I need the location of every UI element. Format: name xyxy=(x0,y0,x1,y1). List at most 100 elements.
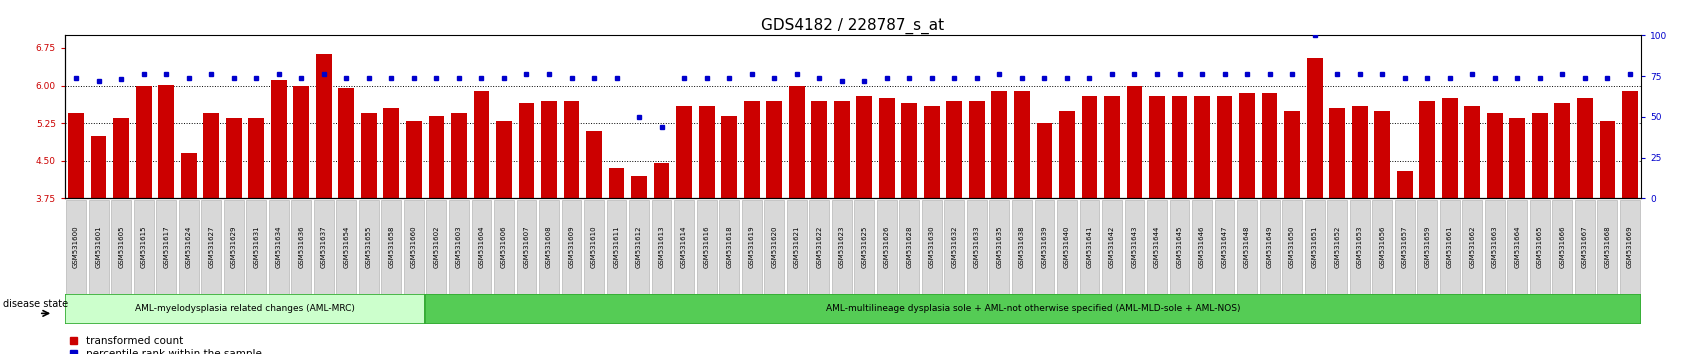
Bar xyxy=(1262,93,1277,198)
Bar xyxy=(878,98,893,198)
Bar xyxy=(1441,98,1456,198)
Bar xyxy=(721,115,737,198)
Bar xyxy=(946,101,962,198)
FancyBboxPatch shape xyxy=(448,200,469,294)
Legend: transformed count, percentile rank within the sample: transformed count, percentile rank withi… xyxy=(70,336,261,354)
Bar xyxy=(384,108,399,198)
FancyBboxPatch shape xyxy=(1507,200,1526,294)
Bar xyxy=(1059,110,1074,198)
FancyBboxPatch shape xyxy=(66,200,85,294)
FancyBboxPatch shape xyxy=(1170,200,1188,294)
FancyBboxPatch shape xyxy=(876,200,897,294)
FancyBboxPatch shape xyxy=(1596,200,1616,294)
Text: GSM531662: GSM531662 xyxy=(1468,226,1475,268)
Text: GSM531608: GSM531608 xyxy=(546,225,552,268)
Text: GSM531632: GSM531632 xyxy=(951,226,957,268)
FancyBboxPatch shape xyxy=(404,200,423,294)
Bar xyxy=(540,101,556,198)
FancyBboxPatch shape xyxy=(1146,200,1166,294)
Text: GSM531635: GSM531635 xyxy=(996,226,1003,268)
Text: GSM531655: GSM531655 xyxy=(365,226,372,268)
Text: GSM531642: GSM531642 xyxy=(1108,226,1115,268)
Text: GSM531646: GSM531646 xyxy=(1199,226,1204,268)
Text: GSM531658: GSM531658 xyxy=(389,226,394,268)
Text: GSM531627: GSM531627 xyxy=(208,226,215,268)
Text: GSM531625: GSM531625 xyxy=(861,226,866,268)
Bar xyxy=(675,105,692,198)
FancyBboxPatch shape xyxy=(1483,200,1504,294)
Text: GSM531631: GSM531631 xyxy=(252,225,259,268)
Text: GSM531615: GSM531615 xyxy=(140,226,147,268)
FancyBboxPatch shape xyxy=(561,200,581,294)
Bar xyxy=(1553,103,1569,198)
Text: GSM531645: GSM531645 xyxy=(1176,226,1182,268)
Text: GSM531626: GSM531626 xyxy=(883,226,890,268)
Text: GSM531609: GSM531609 xyxy=(568,225,575,268)
FancyBboxPatch shape xyxy=(89,200,109,294)
FancyBboxPatch shape xyxy=(292,200,310,294)
Bar xyxy=(428,115,443,198)
Bar xyxy=(450,113,467,198)
FancyBboxPatch shape xyxy=(1395,200,1413,294)
Bar xyxy=(1599,121,1615,198)
Text: GSM531618: GSM531618 xyxy=(726,225,731,268)
Text: GSM531629: GSM531629 xyxy=(230,226,237,268)
FancyBboxPatch shape xyxy=(899,200,919,294)
Text: GSM531603: GSM531603 xyxy=(455,225,462,268)
Text: GSM531666: GSM531666 xyxy=(1558,225,1565,268)
Bar xyxy=(1575,98,1592,198)
FancyBboxPatch shape xyxy=(426,200,447,294)
Bar xyxy=(293,86,309,198)
Text: GSM531606: GSM531606 xyxy=(501,225,506,268)
FancyBboxPatch shape xyxy=(1057,200,1076,294)
FancyBboxPatch shape xyxy=(179,200,198,294)
Text: AML-multilineage dysplasia sole + AML-not otherwise specified (AML-MLD-sole + AM: AML-multilineage dysplasia sole + AML-no… xyxy=(825,304,1240,313)
Bar xyxy=(699,105,714,198)
Text: AML-myelodysplasia related changes (AML-MRC): AML-myelodysplasia related changes (AML-… xyxy=(135,304,355,313)
Bar xyxy=(425,294,1640,324)
FancyBboxPatch shape xyxy=(382,200,401,294)
Text: GSM531634: GSM531634 xyxy=(276,226,281,268)
Bar xyxy=(181,153,196,198)
Text: GSM531623: GSM531623 xyxy=(839,226,844,268)
Text: GSM531628: GSM531628 xyxy=(905,226,912,268)
FancyBboxPatch shape xyxy=(246,200,266,294)
Bar xyxy=(766,101,781,198)
FancyBboxPatch shape xyxy=(336,200,356,294)
Text: GSM531636: GSM531636 xyxy=(298,225,303,268)
FancyBboxPatch shape xyxy=(1417,200,1436,294)
Text: GSM531641: GSM531641 xyxy=(1086,226,1091,268)
Bar xyxy=(587,131,602,198)
Bar xyxy=(315,55,331,198)
Bar xyxy=(1306,58,1321,198)
Text: GSM531648: GSM531648 xyxy=(1243,226,1250,268)
Text: GSM531607: GSM531607 xyxy=(523,225,529,268)
FancyBboxPatch shape xyxy=(1033,200,1054,294)
Bar xyxy=(474,91,489,198)
FancyBboxPatch shape xyxy=(1439,200,1459,294)
Text: GSM531611: GSM531611 xyxy=(614,225,619,268)
FancyBboxPatch shape xyxy=(358,200,379,294)
FancyBboxPatch shape xyxy=(517,200,535,294)
Text: GSM531633: GSM531633 xyxy=(974,225,979,268)
Text: GSM531620: GSM531620 xyxy=(771,226,777,268)
Bar xyxy=(900,103,917,198)
Text: GSM531610: GSM531610 xyxy=(590,225,597,268)
Text: GSM531663: GSM531663 xyxy=(1490,225,1497,268)
FancyBboxPatch shape xyxy=(133,200,153,294)
Bar xyxy=(113,118,130,198)
Bar xyxy=(834,101,849,198)
Bar xyxy=(968,101,984,198)
Bar xyxy=(1350,105,1367,198)
Bar xyxy=(1194,96,1209,198)
FancyBboxPatch shape xyxy=(808,200,829,294)
FancyBboxPatch shape xyxy=(989,200,1009,294)
Bar xyxy=(1374,110,1390,198)
FancyBboxPatch shape xyxy=(269,200,288,294)
FancyBboxPatch shape xyxy=(1101,200,1122,294)
Bar xyxy=(225,118,242,198)
Bar xyxy=(1284,110,1299,198)
Text: GSM531653: GSM531653 xyxy=(1355,226,1362,268)
Bar xyxy=(90,136,106,198)
FancyBboxPatch shape xyxy=(1349,200,1369,294)
